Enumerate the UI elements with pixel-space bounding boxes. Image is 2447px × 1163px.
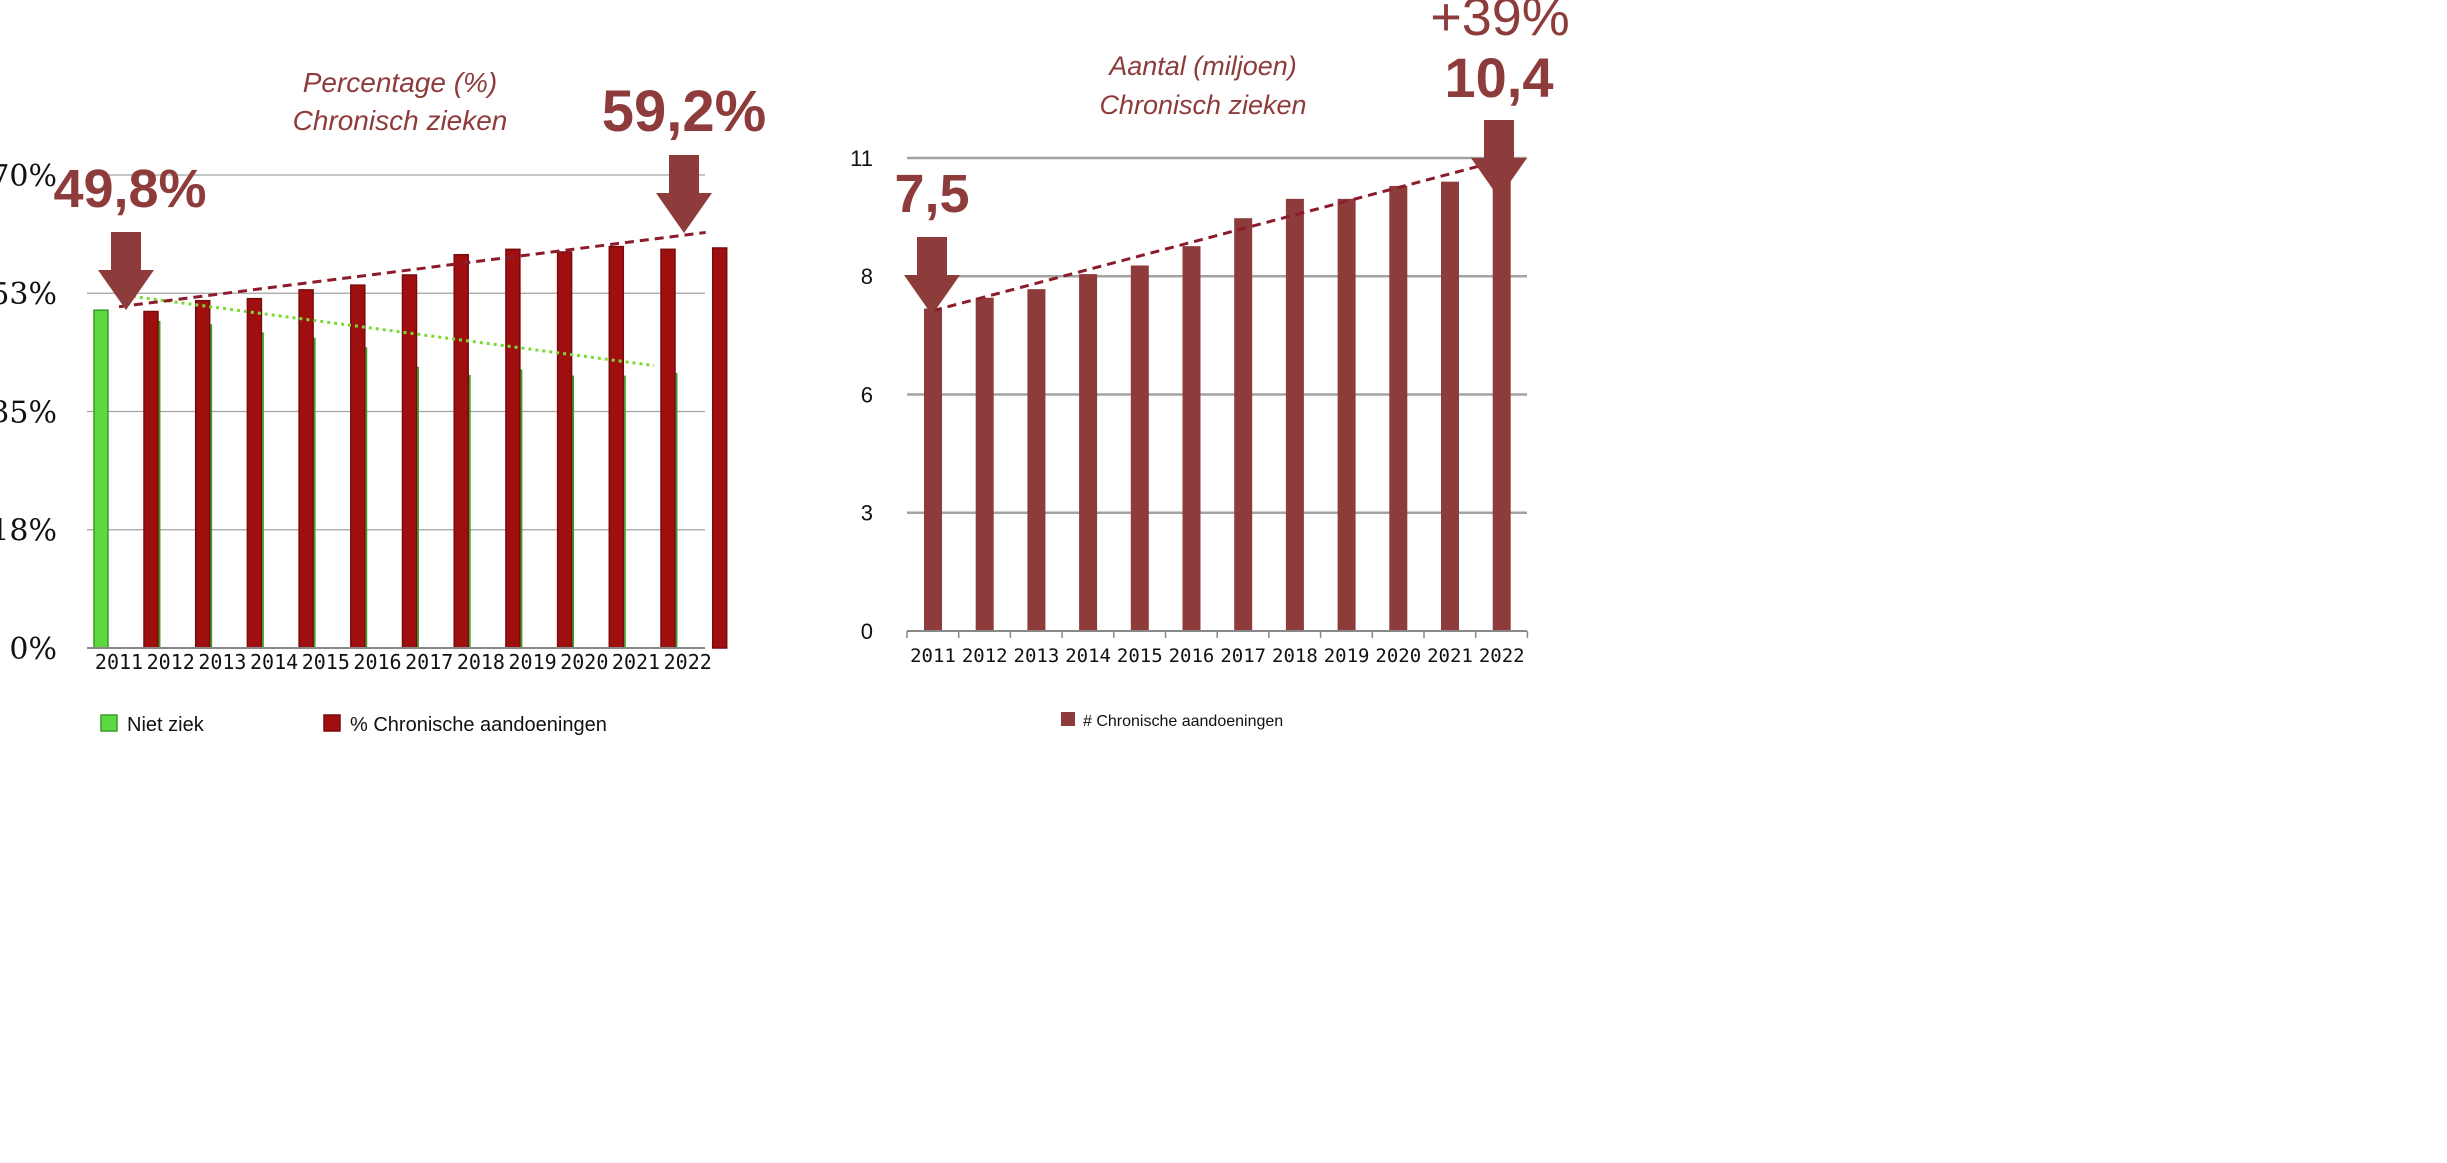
x-tick-label: 2013	[198, 650, 246, 674]
bar-aantal-2012	[975, 297, 994, 631]
bar-aantal-2013	[1027, 289, 1046, 631]
bar-chronisch-2014	[298, 289, 314, 649]
trendline-dashed	[932, 158, 1503, 313]
trendline-dashed	[118, 230, 706, 309]
x-tick-label: 2012	[147, 650, 195, 674]
x-tick-label: 2019	[1324, 645, 1370, 667]
legend-label-chronisch: % Chronische aandoeningen	[350, 714, 607, 736]
bar-chronisch-2018	[505, 248, 521, 649]
callout-value-2011: 7,5	[894, 164, 969, 224]
y-tick-label: 6	[861, 382, 873, 407]
trendline-dotted	[118, 293, 655, 368]
x-tick-label: 2022	[1479, 645, 1525, 667]
x-tick-label: 2015	[1117, 645, 1163, 667]
y-tick-label: 70%	[0, 159, 57, 194]
legend-swatch-niet-ziek	[100, 714, 118, 732]
x-tick-label: 2018	[457, 650, 505, 674]
down-arrow-icon	[904, 237, 960, 315]
down-arrow-icon	[656, 155, 712, 233]
chart-subtitle: Chronisch zieken	[293, 105, 508, 136]
legend-label-aantal: # Chronische aandoeningen	[1083, 713, 1283, 730]
bar-chronisch-2012	[194, 299, 211, 649]
chart-title: Aantal (miljoen)	[1107, 51, 1297, 81]
x-tick-label: 2021	[612, 650, 660, 674]
y-tick-label: 18%	[0, 514, 57, 549]
x-tick-label: 2011	[910, 645, 956, 667]
y-tick-label: 11	[850, 146, 873, 171]
chart-subtitle: Chronisch zieken	[1099, 90, 1306, 120]
callout-value-2022: 59,2%	[602, 79, 766, 144]
bar-chronisch-2021	[660, 248, 676, 649]
bar-chronisch-2015	[350, 284, 366, 649]
x-tick-label: 2021	[1427, 645, 1473, 667]
legend-swatch-chronisch	[323, 714, 341, 732]
x-tick-label: 2012	[962, 645, 1008, 667]
y-tick-label: 8	[861, 264, 873, 289]
callout-value-2011: 49,8%	[53, 159, 206, 219]
x-tick-label: 2022	[664, 650, 712, 674]
callout-value-2022: 10,4	[1445, 46, 1554, 109]
bar-aantal-2021	[1441, 181, 1459, 631]
bar-chronisch-2020	[608, 245, 625, 649]
legend-swatch-aantal	[1061, 712, 1075, 726]
down-arrow-icon	[98, 232, 154, 310]
x-tick-label: 2018	[1272, 645, 1318, 667]
bar-aantal-2011	[924, 308, 942, 631]
bar-niet-ziek-2011	[93, 309, 109, 649]
bar-aantal-2018	[1285, 198, 1304, 631]
chart-title: Percentage (%)	[303, 67, 498, 98]
bar-chronisch-2013	[246, 297, 263, 649]
x-tick-label: 2011	[95, 650, 143, 674]
bar-aantal-2022	[1492, 175, 1511, 631]
x-tick-label: 2017	[405, 650, 453, 674]
y-tick-label: 35%	[0, 395, 57, 430]
y-tick-label: 0%	[9, 632, 57, 667]
x-tick-label: 2014	[1065, 645, 1111, 667]
y-tick-label: 0	[861, 619, 873, 644]
bar-chronisch-2011	[143, 310, 159, 649]
bar-aantal-2014	[1079, 274, 1098, 631]
bar-chronisch-2016	[401, 274, 418, 649]
x-tick-label: 2019	[509, 650, 557, 674]
x-tick-label: 2020	[560, 650, 608, 674]
bar-aantal-2016	[1182, 246, 1201, 631]
bar-aantal-2019	[1337, 198, 1356, 631]
bar-aantal-2020	[1389, 185, 1408, 631]
x-tick-label: 2020	[1375, 645, 1421, 667]
down-arrow-icon	[1471, 120, 1527, 198]
legend-label-niet-ziek: Niet ziek	[127, 714, 205, 736]
callout-growth-percent: +39%	[1430, 0, 1570, 47]
x-tick-label: 2015	[302, 650, 350, 674]
y-tick-label: 3	[861, 501, 873, 526]
bar-aantal-2015	[1130, 265, 1149, 631]
bar-chronisch-2022	[711, 247, 728, 649]
x-tick-label: 2013	[1014, 645, 1060, 667]
bar-chronisch-2017	[453, 253, 469, 649]
y-tick-label: 53%	[0, 277, 57, 312]
x-tick-label: 2016	[1169, 645, 1215, 667]
x-tick-label: 2014	[250, 650, 298, 674]
x-tick-label: 2016	[353, 650, 401, 674]
bar-aantal-2017	[1234, 218, 1253, 631]
bar-chronisch-2019	[556, 251, 573, 649]
x-tick-label: 2017	[1220, 645, 1266, 667]
